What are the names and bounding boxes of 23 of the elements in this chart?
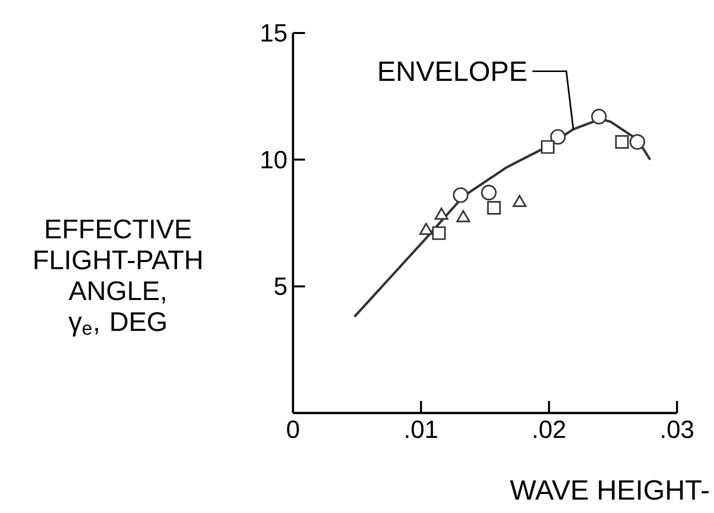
y-axis-title: EFFECTIVE FLIGHT-PATH ANGLE, γ$_{e}$, DEG [34, 219, 202, 337]
point [615, 135, 629, 149]
annotation: ENVELOPE [379, 61, 526, 82]
point [540, 140, 555, 154]
y-tick-label: 10 [262, 150, 286, 168]
point [550, 129, 566, 145]
x-tick-label: .02 [534, 420, 566, 438]
point [419, 222, 433, 235]
point [456, 210, 470, 222]
y-tick-label: 15 [262, 24, 286, 42]
point [512, 194, 526, 208]
point [591, 108, 607, 124]
x-tick-label: 0 [287, 420, 299, 438]
point [630, 134, 646, 150]
y-tick-label: 5 [274, 278, 286, 296]
x-tick-label: .01 [406, 420, 438, 438]
point [432, 226, 446, 240]
x-axis-title: WAVE HEIGHT- [510, 480, 709, 500]
point [452, 187, 468, 203]
point [481, 184, 497, 200]
point [434, 208, 448, 220]
x-tick-label: .03 [662, 420, 694, 438]
point [487, 200, 501, 215]
